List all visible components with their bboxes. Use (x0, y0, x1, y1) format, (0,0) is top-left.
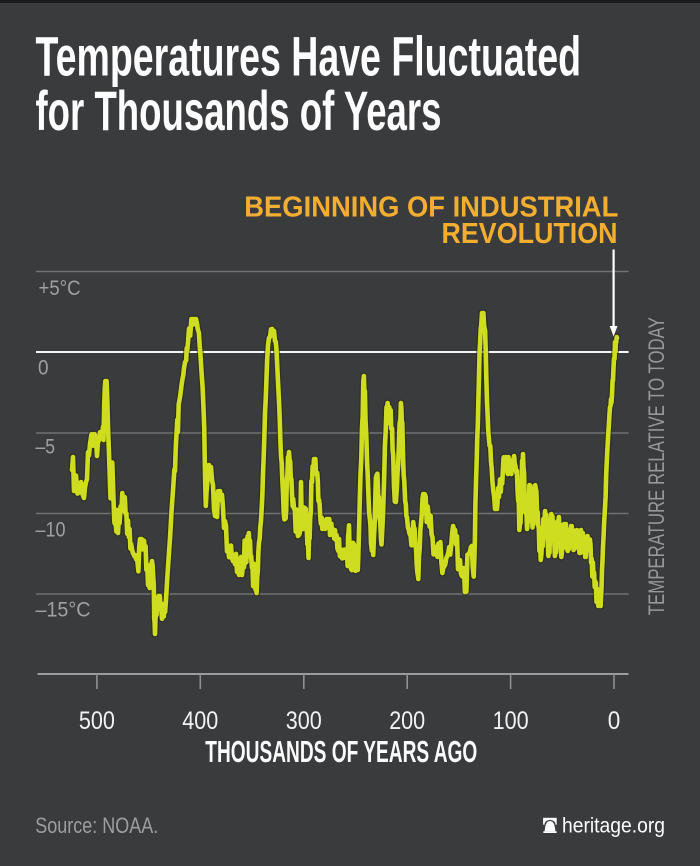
svg-text:400: 400 (182, 707, 218, 735)
svg-text:Source: NOAA.: Source: NOAA. (35, 813, 158, 838)
svg-text:–15°C: –15°C (36, 599, 91, 622)
svg-text:100: 100 (493, 707, 529, 735)
svg-text:–5: –5 (36, 436, 56, 459)
svg-text:heritage.org: heritage.org (562, 814, 665, 838)
svg-text:0: 0 (38, 357, 49, 380)
svg-text:–10: –10 (36, 519, 66, 542)
svg-text:0: 0 (608, 707, 621, 735)
svg-text:200: 200 (389, 707, 425, 735)
svg-text:+5°C: +5°C (39, 277, 81, 300)
svg-text:for Thousands of Years: for Thousands of Years (36, 79, 442, 142)
svg-text:Temperatures Have Fluctuated: Temperatures Have Fluctuated (36, 25, 582, 88)
svg-text:REVOLUTION: REVOLUTION (442, 218, 618, 250)
svg-text:TEMPERATURE RELATIVE TO TODAY: TEMPERATURE RELATIVE TO TODAY (644, 317, 669, 615)
svg-text:300: 300 (286, 707, 322, 735)
svg-text:BEGINNING OF INDUSTRIAL: BEGINNING OF INDUSTRIAL (244, 192, 618, 224)
svg-text:THOUSANDS OF YEARS AGO: THOUSANDS OF YEARS AGO (205, 735, 477, 769)
svg-text:500: 500 (79, 707, 115, 735)
